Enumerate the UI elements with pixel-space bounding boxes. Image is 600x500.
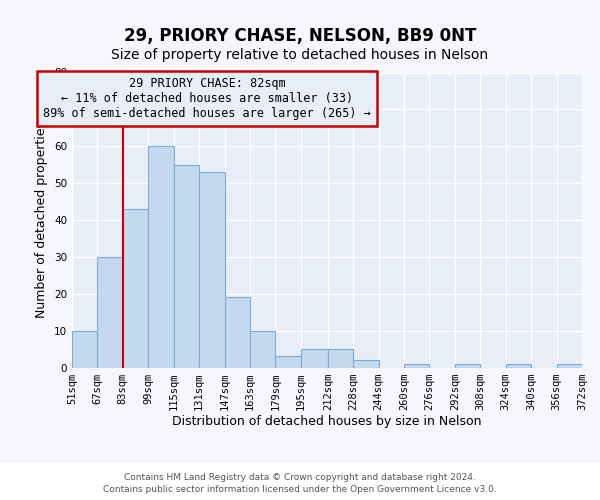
Bar [148, 146, 173, 368]
X-axis label: Distribution of detached houses by size in Nelson: Distribution of detached houses by size … [172, 416, 482, 428]
Text: 29 PRIORY CHASE: 82sqm
← 11% of detached houses are smaller (33)
89% of semi-det: 29 PRIORY CHASE: 82sqm ← 11% of detached… [43, 77, 371, 120]
Bar [224, 298, 250, 368]
Y-axis label: Number of detached properties: Number of detached properties [35, 122, 49, 318]
Bar [328, 349, 353, 368]
Bar [353, 360, 379, 368]
Bar [557, 364, 582, 368]
Bar [97, 257, 123, 368]
Text: 29, PRIORY CHASE, NELSON, BB9 0NT: 29, PRIORY CHASE, NELSON, BB9 0NT [124, 28, 476, 46]
Bar [173, 164, 199, 368]
Bar [250, 330, 275, 368]
Bar [301, 349, 328, 368]
Bar [275, 356, 301, 368]
Bar [199, 172, 224, 368]
Bar [404, 364, 430, 368]
Text: Contains HM Land Registry data © Crown copyright and database right 2024.
Contai: Contains HM Land Registry data © Crown c… [103, 472, 497, 494]
Bar [123, 209, 148, 368]
Bar [72, 330, 97, 368]
Bar [506, 364, 531, 368]
Bar [455, 364, 481, 368]
Text: Size of property relative to detached houses in Nelson: Size of property relative to detached ho… [112, 48, 488, 62]
